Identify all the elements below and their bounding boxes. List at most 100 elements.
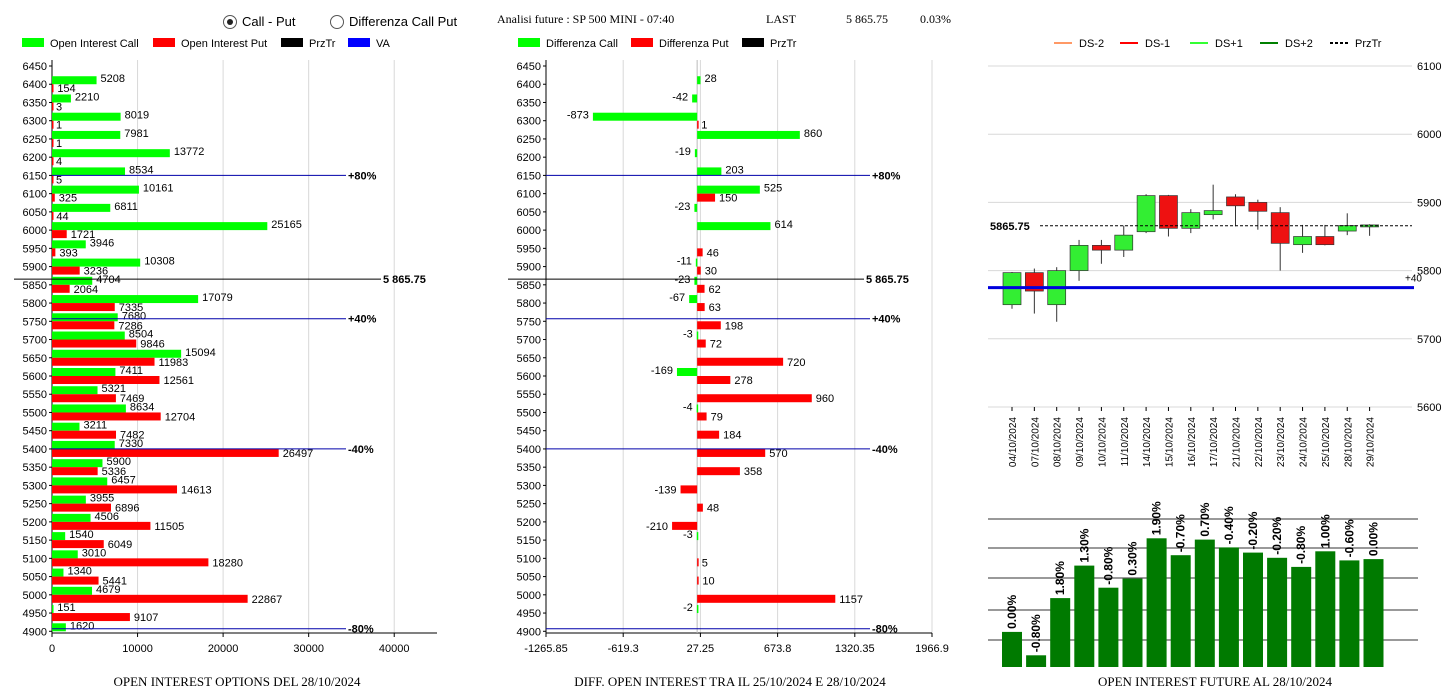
diff-bar-call-5	[694, 149, 698, 158]
diff-strike-label-18: 5550	[517, 389, 541, 401]
oi-refline-label-4: 5 865.75	[383, 274, 426, 286]
oi-strike-label-15: 5700	[23, 335, 47, 347]
oi-refline-label-2: -40%	[348, 444, 374, 456]
oi-value-label-put-23: 14613	[181, 484, 212, 496]
oi-value-label-put-16: 11983	[159, 357, 189, 369]
legend-future-label-0: DS-2	[1079, 38, 1104, 50]
legend-oi-label-1: Open Interest Put	[181, 38, 267, 50]
diff-strike-label-19: 5500	[517, 407, 541, 419]
oi-bar-call-8	[52, 203, 111, 212]
oi-xtick-label-3: 30000	[293, 643, 324, 655]
oi-value-label-put-20: 7482	[120, 430, 144, 442]
oi-value-label-call-11: 10308	[144, 256, 175, 268]
oi-value-label-put-21: 26497	[283, 448, 314, 460]
oi-value-label-put-19: 12704	[165, 411, 196, 423]
diff-value-label-put-29: 1157	[839, 594, 863, 606]
candle-body-7	[1159, 195, 1178, 229]
diff-strike-label-1: 6400	[517, 79, 541, 91]
candles-date-label-0: 04/10/2024	[1008, 417, 1019, 467]
oi-value-label-call-8: 6811	[114, 201, 138, 213]
diff-value-label-call-6: 203	[725, 164, 743, 176]
future-bar-6	[1146, 538, 1167, 667]
diff-strike-label-15: 5700	[517, 335, 541, 347]
diff-strike-label-21: 5400	[517, 444, 541, 456]
oi-bar-put-24	[52, 503, 111, 512]
oi-bar-call-14	[52, 313, 118, 322]
oi-value-label-call-20: 3211	[83, 420, 107, 432]
oi-bar-put-17	[52, 375, 160, 384]
future-bar-7	[1170, 555, 1191, 667]
diff-bar-put-29	[697, 594, 836, 603]
oi-bar-call-17	[52, 367, 116, 376]
candles-date-label-4: 10/10/2024	[1097, 417, 1108, 467]
oi-value-label-call-23: 6457	[111, 474, 135, 486]
diff-bar-call-8	[694, 203, 698, 212]
legend-oi-label-3: VA	[376, 38, 391, 50]
diff-value-label-put-7: 150	[719, 193, 737, 205]
candle-body-8	[1181, 212, 1201, 229]
radio-selected-icon[interactable]	[223, 14, 237, 29]
future-bar-1	[1026, 655, 1047, 667]
future-bar-label-1: -0.80%	[1029, 614, 1043, 652]
future-bar-label-2: 1.80%	[1053, 561, 1067, 595]
radio-differenza[interactable]: Differenza Call Put	[330, 14, 457, 29]
diff-value-label-call-3: -873	[567, 110, 589, 122]
diff-strike-label-5: 6200	[517, 152, 541, 164]
diff-bar-call-17	[676, 367, 698, 376]
future-bar-label-9: -0.40%	[1222, 506, 1236, 544]
oi-bar-call-15	[52, 331, 125, 340]
diff-value-label-put-24: 48	[707, 503, 719, 515]
oi-value-label-put-28: 5441	[103, 576, 127, 588]
oi-bar-call-29	[52, 586, 93, 595]
future-bar-8	[1194, 539, 1215, 667]
last-label: LAST	[766, 12, 796, 26]
oi-strike-label-28: 5050	[23, 572, 47, 584]
candle-body-5	[1114, 234, 1134, 251]
candles-date-label-12: 23/10/2024	[1276, 417, 1287, 467]
oi-value-label-put-15: 9846	[140, 339, 164, 351]
oi-value-label-put-22: 5336	[102, 466, 126, 478]
diff-strike-label-16: 5650	[517, 353, 541, 365]
candles-va-label: +40	[1405, 274, 1422, 285]
future-bar-14	[1339, 560, 1360, 667]
candles-ytick-label-0: 5600	[1417, 402, 1441, 414]
diff-xtick-label-4: 1320.35	[835, 643, 875, 655]
candles-date-label-9: 17/10/2024	[1209, 417, 1220, 467]
oi-strike-label-24: 5250	[23, 499, 47, 511]
diff-value-label-put-27: 5	[702, 557, 708, 569]
diff-strike-label-20: 5450	[517, 426, 541, 438]
radio-call-put-label: Call - Put	[242, 14, 296, 29]
candle-body-6	[1136, 195, 1156, 233]
diff-strike-label-0: 6450	[517, 61, 541, 73]
oi-value-label-put-11: 3236	[84, 266, 108, 278]
oi-strike-label-31: 4900	[23, 626, 47, 638]
oi-value-label-call-24: 3955	[90, 493, 114, 505]
legend-oi-swatch-0	[22, 38, 44, 47]
last-change: 0.03%	[920, 12, 951, 26]
oi-bar-call-21	[52, 440, 115, 449]
diff-bar-put-14	[697, 321, 721, 330]
diff-value-label-call-4: 860	[804, 128, 822, 140]
oi-bar-call-7	[52, 185, 139, 194]
oi-bar-put-22	[52, 467, 98, 476]
diff-bar-put-13	[697, 303, 705, 312]
oi-value-label-call-1: 5208	[101, 73, 125, 85]
oi-value-label-put-3: 1	[56, 120, 62, 132]
oi-strike-label-10: 5950	[23, 243, 47, 255]
oi-bar-put-4	[52, 138, 54, 147]
diff-value-label-call-1: 28	[704, 73, 716, 85]
oi-refline-label-3: -80%	[348, 624, 374, 636]
diff-value-label-put-11: 30	[705, 266, 717, 278]
diff-strike-label-2: 6350	[517, 97, 541, 109]
radio-unselected-icon[interactable]	[330, 14, 344, 29]
radio-call-put[interactable]: Call - Put	[223, 14, 295, 29]
oi-value-label-call-4: 7981	[124, 128, 148, 140]
diff-refline-label-1: +40%	[872, 314, 901, 326]
future-bar-label-13: 1.00%	[1318, 514, 1332, 548]
oi-value-label-put-14: 7286	[118, 320, 142, 332]
caption-oi-future: OPEN INTEREST FUTURE AL 28/10/2024	[1097, 674, 1332, 689]
diff-value-label-call-15: -3	[683, 329, 693, 341]
oi-bar-call-11	[52, 258, 141, 267]
candles-date-label-8: 16/10/2024	[1187, 417, 1198, 467]
oi-bar-call-25	[52, 513, 91, 522]
